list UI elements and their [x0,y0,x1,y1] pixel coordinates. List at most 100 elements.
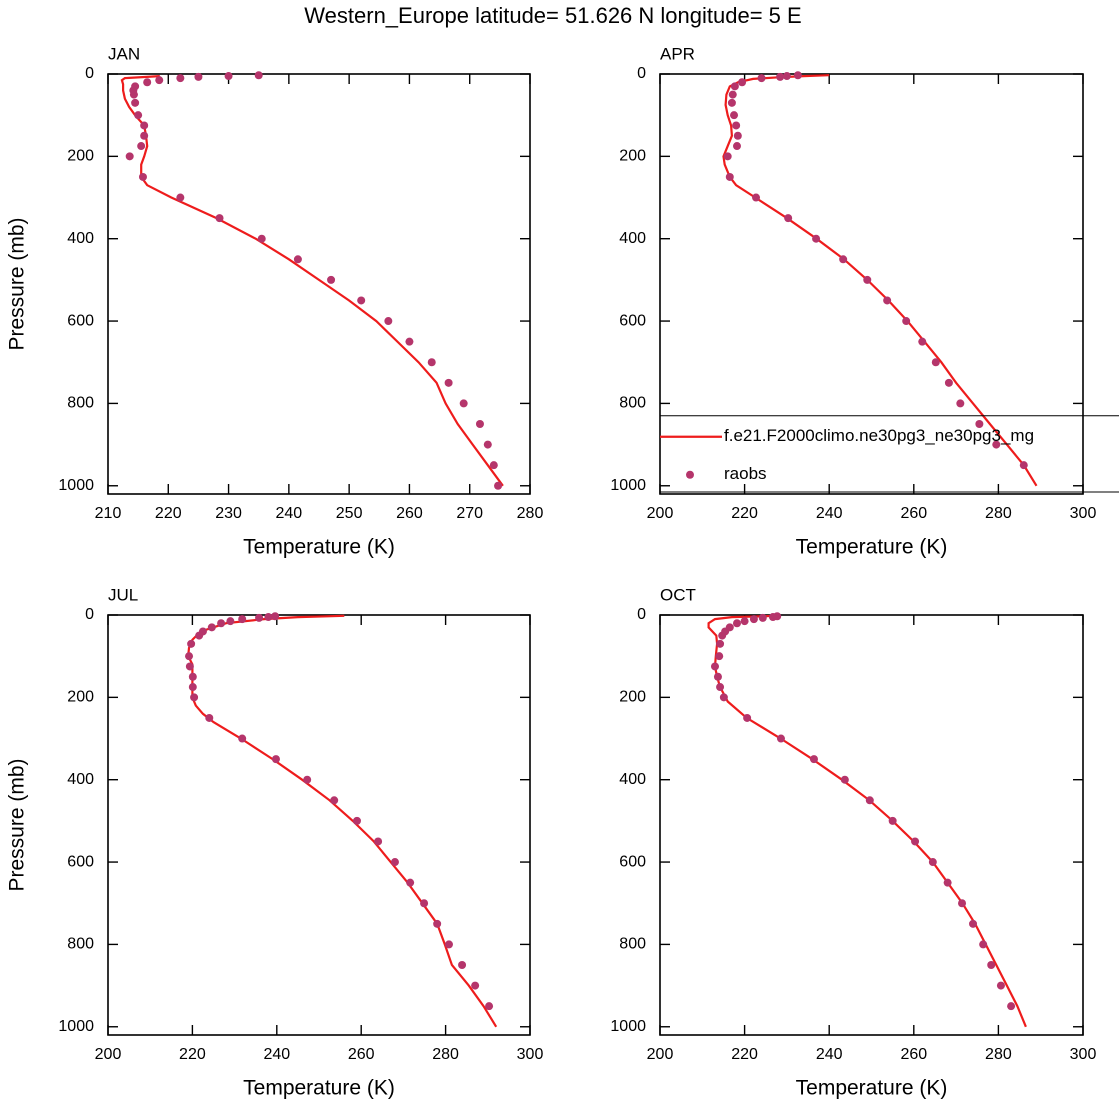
obs-point [255,613,264,622]
obs-point [969,919,978,928]
obs-point [187,639,196,648]
y-tick-label: 400 [67,230,94,247]
legend-label: raobs [724,464,767,483]
obs-point [185,662,194,671]
obs-point [931,358,940,367]
obs-point [238,734,247,743]
x-tick-label: 220 [731,1046,758,1063]
profile-line [707,614,1027,1028]
obs-point [725,623,734,632]
obs-point [863,275,872,284]
obs-point [238,615,247,624]
x-tick-label: 300 [1070,505,1097,522]
obs-point [207,623,216,632]
x-tick-label: 240 [263,1046,290,1063]
panel: JUL Temperature (K) Pressure (mb) 200 220 240… [6,585,544,1099]
obs-point [719,693,728,702]
obs-point [732,619,741,628]
obs-point [732,121,741,130]
obs-point [190,693,199,702]
obs-point [444,940,453,949]
x-tick-label: 220 [155,505,182,522]
obs-point [489,461,498,470]
obs-point [716,639,725,648]
x-tick-label: 260 [396,505,423,522]
obs-point [254,71,263,80]
x-tick-label: 280 [985,1046,1012,1063]
obs-point [271,612,280,621]
obs-point [485,1002,494,1011]
x-tick-label: 260 [348,1046,375,1063]
y-tick-label: 800 [619,395,646,412]
obs-point [732,142,741,151]
x-tick-label: 300 [517,1046,544,1063]
obs-point [911,837,920,846]
obs-point [198,627,207,636]
x-tick-label: 220 [731,505,758,522]
x-tick-label: 220 [179,1046,206,1063]
x-tick-label: 280 [985,505,1012,522]
y-tick-label: 600 [67,853,94,870]
obs-point [987,961,996,969]
obs-point [840,775,849,784]
obs-point [979,940,988,949]
obs-point [194,72,203,81]
obs-point [865,796,874,805]
y-tick-label: 1000 [610,477,646,494]
obs-point [384,317,393,326]
x-tick-label: 210 [95,505,122,522]
obs-point [444,378,453,387]
y-tick-label: 600 [619,312,646,329]
obs-point [303,775,312,784]
obs-point [138,172,147,181]
y-axis-label: Pressure (mb) [6,758,29,891]
obs-point [996,981,1005,990]
x-axis-label: Temperature (K) [243,536,395,559]
obs-point [406,878,415,887]
y-tick-label: 1000 [610,1018,646,1035]
x-tick-label: 200 [647,1046,674,1063]
panel-label: OCT [660,585,696,604]
obs-point [723,152,732,161]
obs-point [716,683,725,692]
obs-point [883,296,892,305]
obs-point [839,255,848,264]
y-tick-label: 200 [619,689,646,706]
obs-point [458,961,467,969]
y-tick-label: 400 [67,771,94,788]
obs-point [958,899,967,908]
profile-line [187,614,498,1028]
obs-point [140,131,149,140]
obs-point [725,172,734,181]
x-tick-label: 300 [1070,1046,1097,1063]
obs-point [483,440,492,449]
obs-point [330,796,339,805]
obs-point [812,234,821,243]
obs-point [215,214,224,223]
obs-point [264,613,273,622]
obs-point [188,683,197,692]
obs-point [420,899,429,908]
y-tick-label: 0 [637,65,646,82]
y-tick-label: 800 [67,936,94,953]
obs-point [733,131,742,140]
plot-frame [659,614,1084,1036]
obs-point [944,378,953,387]
x-tick-label: 250 [336,505,363,522]
obs-point [888,816,897,825]
y-tick-label: 200 [67,148,94,165]
obs-point [757,74,766,83]
plot-frame [107,614,531,1036]
obs-point [257,234,266,243]
y-axis-label: Pressure (mb) [6,217,29,350]
y-tick-label: 1000 [58,477,94,494]
obs-point [752,193,761,202]
panel-label: JAN [108,44,140,63]
y-tick-label: 200 [67,689,94,706]
y-tick-label: 0 [85,65,94,82]
panel-label: APR [660,44,695,63]
obs-point [188,672,197,681]
obs-point [1007,1002,1016,1011]
x-tick-label: 260 [900,1046,927,1063]
